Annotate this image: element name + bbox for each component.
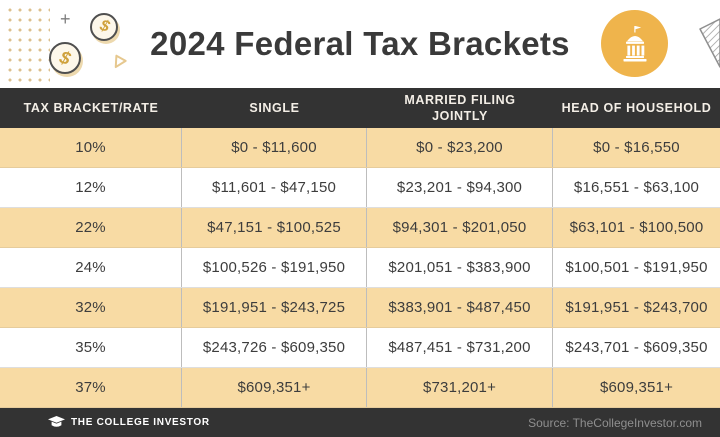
dollar-coin-icon: $ xyxy=(49,42,81,74)
column-header-hoh: HEAD OF HOUSEHOLD xyxy=(561,101,712,115)
table-row: 12% $11,601 - $47,150 $23,201 - $94,300 … xyxy=(0,168,720,208)
hoh-cell: $100,501 - $191,950 xyxy=(565,259,708,276)
tax-bracket-table: TAX BRACKET/RATE SINGLE MARRIED FILING J… xyxy=(0,88,720,408)
married-cell: $23,201 - $94,300 xyxy=(367,168,553,207)
hoh-cell: $191,951 - $243,700 xyxy=(565,299,708,316)
table-header-row: TAX BRACKET/RATE SINGLE MARRIED FILING J… xyxy=(0,88,720,128)
rate-cell: 10% xyxy=(0,128,182,167)
married-cell: $487,451 - $731,200 xyxy=(367,328,553,367)
single-cell: $47,151 - $100,525 xyxy=(182,208,367,247)
rate-cell: 12% xyxy=(0,168,182,207)
plus-icon: + xyxy=(60,9,71,29)
single-cell: $11,601 - $47,150 xyxy=(182,168,367,207)
table-row: 22% $47,151 - $100,525 $94,301 - $201,05… xyxy=(0,208,720,248)
single-cell: $609,351+ xyxy=(182,368,367,407)
single-cell: $0 - $11,600 xyxy=(182,128,367,167)
single-cell: $191,951 - $243,725 xyxy=(182,288,367,327)
brand-logo: THE COLLEGE INVESTOR xyxy=(48,416,210,429)
dot-grid-decoration xyxy=(2,2,50,86)
single-cell: $243,726 - $609,350 xyxy=(182,328,367,367)
brand-name: THE COLLEGE INVESTOR xyxy=(71,417,210,428)
column-header-married: MARRIED FILING JOINTLY xyxy=(404,92,516,123)
capitol-badge xyxy=(601,10,668,77)
triangle-icon xyxy=(111,52,130,75)
hoh-cell: $16,551 - $63,100 xyxy=(573,179,700,196)
married-cell: $383,901 - $487,450 xyxy=(367,288,553,327)
source-credit: Source: TheCollegeInvestor.com xyxy=(528,415,702,430)
hoh-cell: $243,701 - $609,350 xyxy=(565,339,708,356)
table-row: 35% $243,726 - $609,350 $487,451 - $731,… xyxy=(0,328,720,368)
table-row: 24% $100,526 - $191,950 $201,051 - $383,… xyxy=(0,248,720,288)
capitol-icon xyxy=(623,25,646,61)
single-cell: $100,526 - $191,950 xyxy=(182,248,367,287)
rate-cell: 37% xyxy=(0,368,182,407)
married-cell: $731,201+ xyxy=(367,368,553,407)
rate-cell: 22% xyxy=(0,208,182,247)
married-cell: $201,051 - $383,900 xyxy=(367,248,553,287)
table-row: 10% $0 - $11,600 $0 - $23,200 $0 - $16,5… xyxy=(0,128,720,168)
column-header-rate: TAX BRACKET/RATE xyxy=(23,101,159,115)
dollar-coin-icon: $ xyxy=(90,13,118,41)
rate-cell: 24% xyxy=(0,248,182,287)
title-band: + $ $ 2024 Federal Tax Brackets xyxy=(0,0,720,88)
table-row: 37% $609,351+ $731,201+ $609,351+ xyxy=(0,368,720,408)
footer-bar: THE COLLEGE INVESTOR Source: TheCollegeI… xyxy=(0,408,720,437)
hoh-cell: $609,351+ xyxy=(599,379,674,396)
striped-pennant-icon xyxy=(699,16,720,77)
married-cell: $94,301 - $201,050 xyxy=(367,208,553,247)
column-header-single: SINGLE xyxy=(249,101,300,115)
married-cell: $0 - $23,200 xyxy=(367,128,553,167)
hoh-cell: $0 - $16,550 xyxy=(593,139,680,156)
rate-cell: 35% xyxy=(0,328,182,367)
graduation-cap-icon xyxy=(48,416,65,427)
rate-cell: 32% xyxy=(0,288,182,327)
table-row: 32% $191,951 - $243,725 $383,901 - $487,… xyxy=(0,288,720,328)
page-title: 2024 Federal Tax Brackets xyxy=(150,25,570,62)
hoh-cell: $63,101 - $100,500 xyxy=(569,219,704,236)
